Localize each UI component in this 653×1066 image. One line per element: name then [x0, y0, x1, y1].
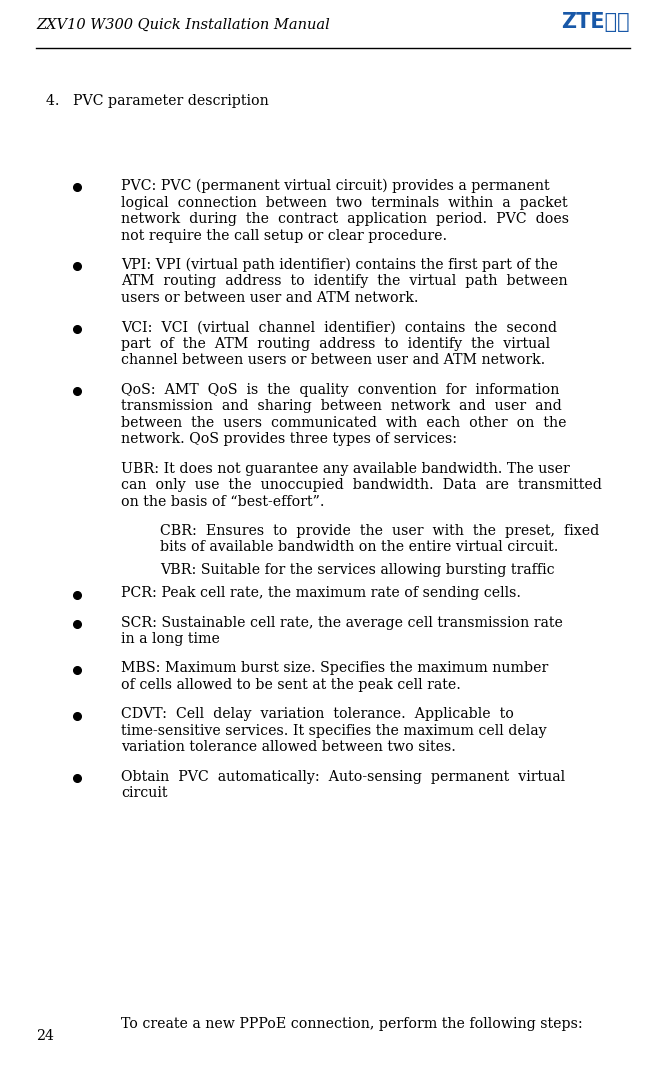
Text: SCR: Sustainable cell rate, the average cell transmission rate: SCR: Sustainable cell rate, the average … [121, 615, 563, 630]
Text: VPI: VPI (virtual path identifier) contains the first part of the: VPI: VPI (virtual path identifier) conta… [121, 258, 558, 272]
Text: of cells allowed to be sent at the peak cell rate.: of cells allowed to be sent at the peak … [121, 678, 460, 692]
Text: between  the  users  communicated  with  each  other  on  the: between the users communicated with each… [121, 416, 566, 430]
Text: QoS:  AMT  QoS  is  the  quality  convention  for  information: QoS: AMT QoS is the quality convention f… [121, 383, 559, 397]
Text: on the basis of “best-effort”.: on the basis of “best-effort”. [121, 495, 325, 508]
Text: not require the call setup or clear procedure.: not require the call setup or clear proc… [121, 228, 447, 243]
Text: Obtain  PVC  automatically:  Auto-sensing  permanent  virtual: Obtain PVC automatically: Auto-sensing p… [121, 770, 565, 784]
Text: network  during  the  contract  application  period.  PVC  does: network during the contract application … [121, 212, 569, 226]
Text: CBR:  Ensures  to  provide  the  user  with  the  preset,  fixed: CBR: Ensures to provide the user with th… [160, 523, 599, 538]
Text: To create a new PPPoE connection, perform the following steps:: To create a new PPPoE connection, perfor… [121, 1017, 582, 1031]
Text: 4.   PVC parameter description: 4. PVC parameter description [46, 94, 268, 108]
Text: users or between user and ATM network.: users or between user and ATM network. [121, 291, 419, 305]
Text: transmission  and  sharing  between  network  and  user  and: transmission and sharing between network… [121, 399, 562, 414]
Text: time-sensitive services. It specifies the maximum cell delay: time-sensitive services. It specifies th… [121, 724, 547, 738]
Text: channel between users or between user and ATM network.: channel between users or between user an… [121, 353, 545, 368]
Text: part  of  the  ATM  routing  address  to  identify  the  virtual: part of the ATM routing address to ident… [121, 337, 550, 351]
Text: PVC: PVC (permanent virtual circuit) provides a permanent: PVC: PVC (permanent virtual circuit) pro… [121, 179, 549, 193]
Text: MBS: Maximum burst size. Specifies the maximum number: MBS: Maximum burst size. Specifies the m… [121, 661, 548, 676]
Text: 24: 24 [36, 1029, 54, 1043]
Text: ZXV10 W300 Quick Installation Manual: ZXV10 W300 Quick Installation Manual [36, 18, 330, 32]
Text: bits of available bandwidth on the entire virtual circuit.: bits of available bandwidth on the entir… [160, 540, 558, 554]
Text: CDVT:  Cell  delay  variation  tolerance.  Applicable  to: CDVT: Cell delay variation tolerance. Ap… [121, 707, 514, 722]
Text: VBR: Suitable for the services allowing bursting traffic: VBR: Suitable for the services allowing … [160, 563, 554, 578]
Text: UBR: It does not guarantee any available bandwidth. The user: UBR: It does not guarantee any available… [121, 462, 569, 475]
Text: VCI:  VCI  (virtual  channel  identifier)  contains  the  second: VCI: VCI (virtual channel identifier) co… [121, 320, 557, 335]
Text: ATM  routing  address  to  identify  the  virtual  path  between: ATM routing address to identify the virt… [121, 274, 567, 289]
Text: PCR: Peak cell rate, the maximum rate of sending cells.: PCR: Peak cell rate, the maximum rate of… [121, 586, 521, 600]
Text: logical  connection  between  two  terminals  within  a  packet: logical connection between two terminals… [121, 195, 567, 210]
Text: ZTE中兴: ZTE中兴 [562, 12, 630, 32]
Text: circuit: circuit [121, 786, 167, 801]
Text: can  only  use  the  unoccupied  bandwidth.  Data  are  transmitted: can only use the unoccupied bandwidth. D… [121, 478, 601, 492]
Text: in a long time: in a long time [121, 632, 219, 646]
Text: variation tolerance allowed between two sites.: variation tolerance allowed between two … [121, 740, 456, 755]
Text: network. QoS provides three types of services:: network. QoS provides three types of ser… [121, 432, 457, 447]
